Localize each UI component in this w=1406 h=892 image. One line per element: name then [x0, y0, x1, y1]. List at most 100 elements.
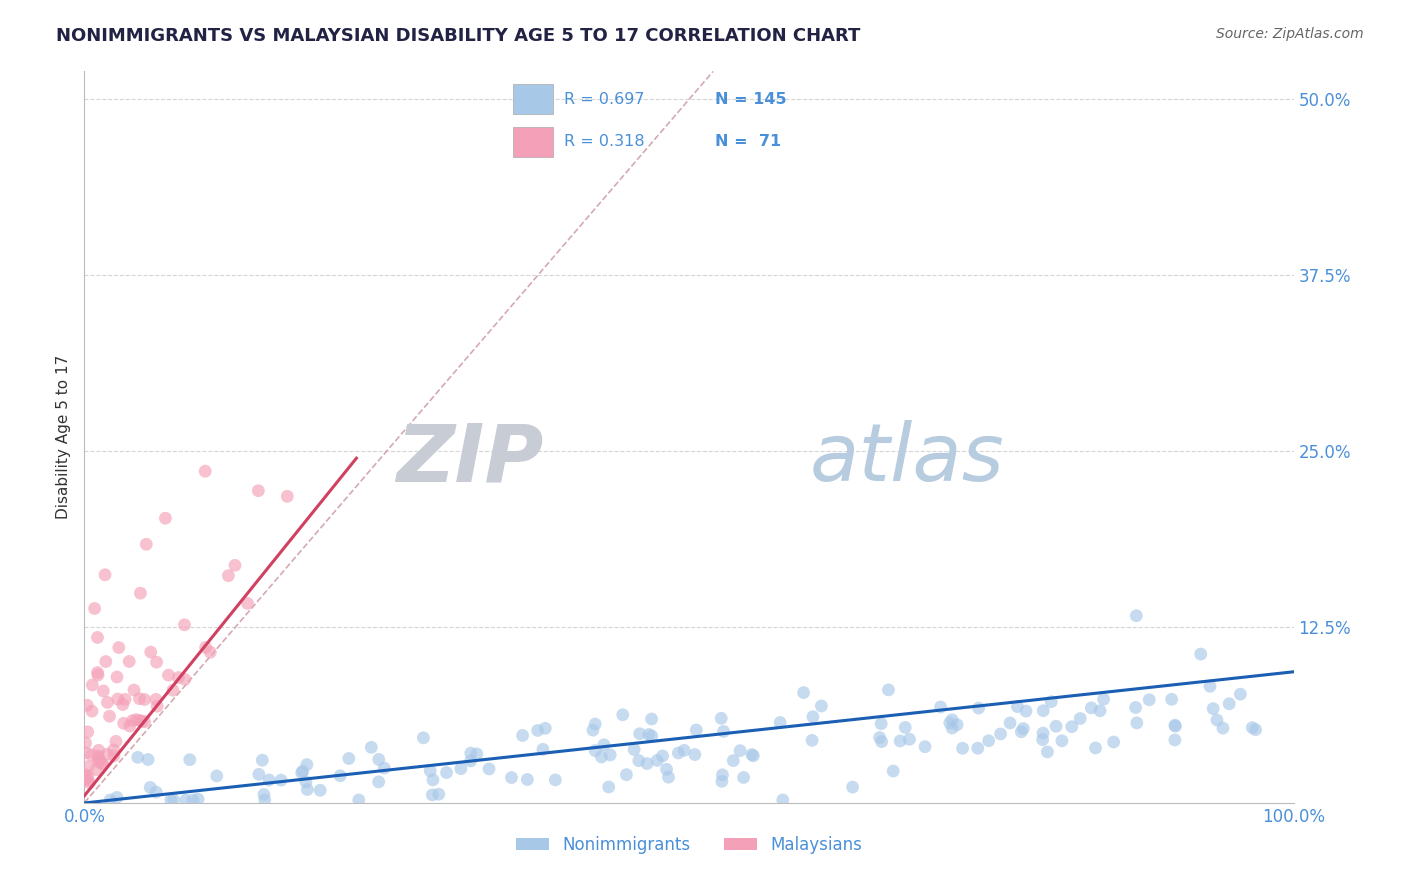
Text: R = 0.318: R = 0.318 — [564, 135, 644, 149]
Point — [83, 601, 105, 615]
Point — [297, 782, 319, 797]
Point — [1040, 695, 1063, 709]
Point — [224, 558, 246, 573]
Point — [711, 768, 734, 782]
Point — [87, 750, 110, 764]
Point — [200, 645, 222, 659]
Point — [1010, 724, 1032, 739]
Point — [966, 741, 988, 756]
Point — [531, 742, 554, 756]
Point — [1036, 745, 1059, 759]
Point — [810, 698, 832, 713]
Point — [422, 772, 444, 787]
Point — [412, 731, 434, 745]
Point — [713, 724, 735, 739]
Point — [769, 715, 792, 730]
Point — [742, 748, 765, 763]
Point — [516, 772, 538, 787]
Point — [217, 568, 239, 582]
Point — [870, 716, 893, 731]
Point — [1212, 721, 1234, 735]
Point — [162, 683, 184, 698]
Point — [1092, 692, 1115, 706]
Point — [651, 748, 673, 763]
Point — [194, 640, 217, 655]
Point — [419, 764, 441, 778]
Point — [1218, 697, 1240, 711]
Point — [139, 780, 162, 795]
Point — [733, 771, 755, 785]
Point — [309, 783, 332, 797]
Point — [1084, 741, 1107, 756]
Point — [1229, 687, 1251, 701]
Point — [76, 725, 98, 739]
Point — [841, 780, 863, 794]
Point — [645, 753, 668, 767]
Point — [179, 753, 201, 767]
Point — [103, 743, 125, 757]
Point — [1164, 718, 1187, 732]
Point — [373, 761, 395, 775]
Point — [1160, 692, 1182, 706]
Point — [1060, 720, 1083, 734]
Point — [80, 704, 103, 718]
Point — [657, 770, 679, 784]
Text: Source: ZipAtlas.com: Source: ZipAtlas.com — [1216, 27, 1364, 41]
Point — [131, 714, 153, 728]
Point — [252, 753, 274, 767]
Point — [121, 714, 143, 728]
Point — [723, 754, 745, 768]
Point — [75, 772, 97, 786]
Point — [544, 772, 567, 787]
Point — [103, 748, 125, 763]
Point — [87, 668, 110, 682]
Point — [967, 701, 990, 715]
Point — [129, 586, 152, 600]
Point — [105, 670, 128, 684]
Point — [1164, 733, 1187, 747]
Point — [655, 762, 678, 776]
Point — [128, 691, 150, 706]
Point — [90, 756, 112, 770]
Point — [882, 764, 904, 778]
Point — [673, 743, 696, 757]
Point — [939, 715, 962, 730]
Point — [710, 774, 733, 789]
Point — [295, 775, 318, 789]
Point — [112, 716, 135, 731]
Point — [173, 617, 195, 632]
Point — [801, 710, 824, 724]
Point — [146, 699, 169, 714]
Point — [420, 788, 443, 802]
Point — [599, 747, 621, 762]
Point — [98, 793, 121, 807]
Point — [105, 790, 128, 805]
Point — [1244, 723, 1267, 737]
Point — [612, 707, 634, 722]
Text: atlas: atlas — [810, 420, 1005, 498]
Point — [96, 747, 118, 762]
Point — [1137, 692, 1160, 706]
Point — [1080, 701, 1102, 715]
Point — [337, 751, 360, 765]
Point — [941, 713, 963, 727]
Point — [1050, 734, 1073, 748]
Point — [1199, 679, 1222, 693]
Point — [534, 721, 557, 735]
Point — [869, 731, 891, 745]
Point — [145, 785, 167, 799]
FancyBboxPatch shape — [513, 127, 554, 157]
Point — [114, 692, 136, 706]
Point — [1032, 726, 1054, 740]
Point — [627, 754, 650, 768]
Point — [1032, 732, 1054, 747]
Point — [1088, 704, 1111, 718]
Point — [236, 596, 259, 610]
Point — [87, 749, 110, 764]
Point — [801, 733, 824, 747]
Point — [291, 765, 314, 780]
Point — [104, 734, 127, 748]
Point — [623, 742, 645, 756]
Point — [94, 655, 117, 669]
Point — [1102, 735, 1125, 749]
